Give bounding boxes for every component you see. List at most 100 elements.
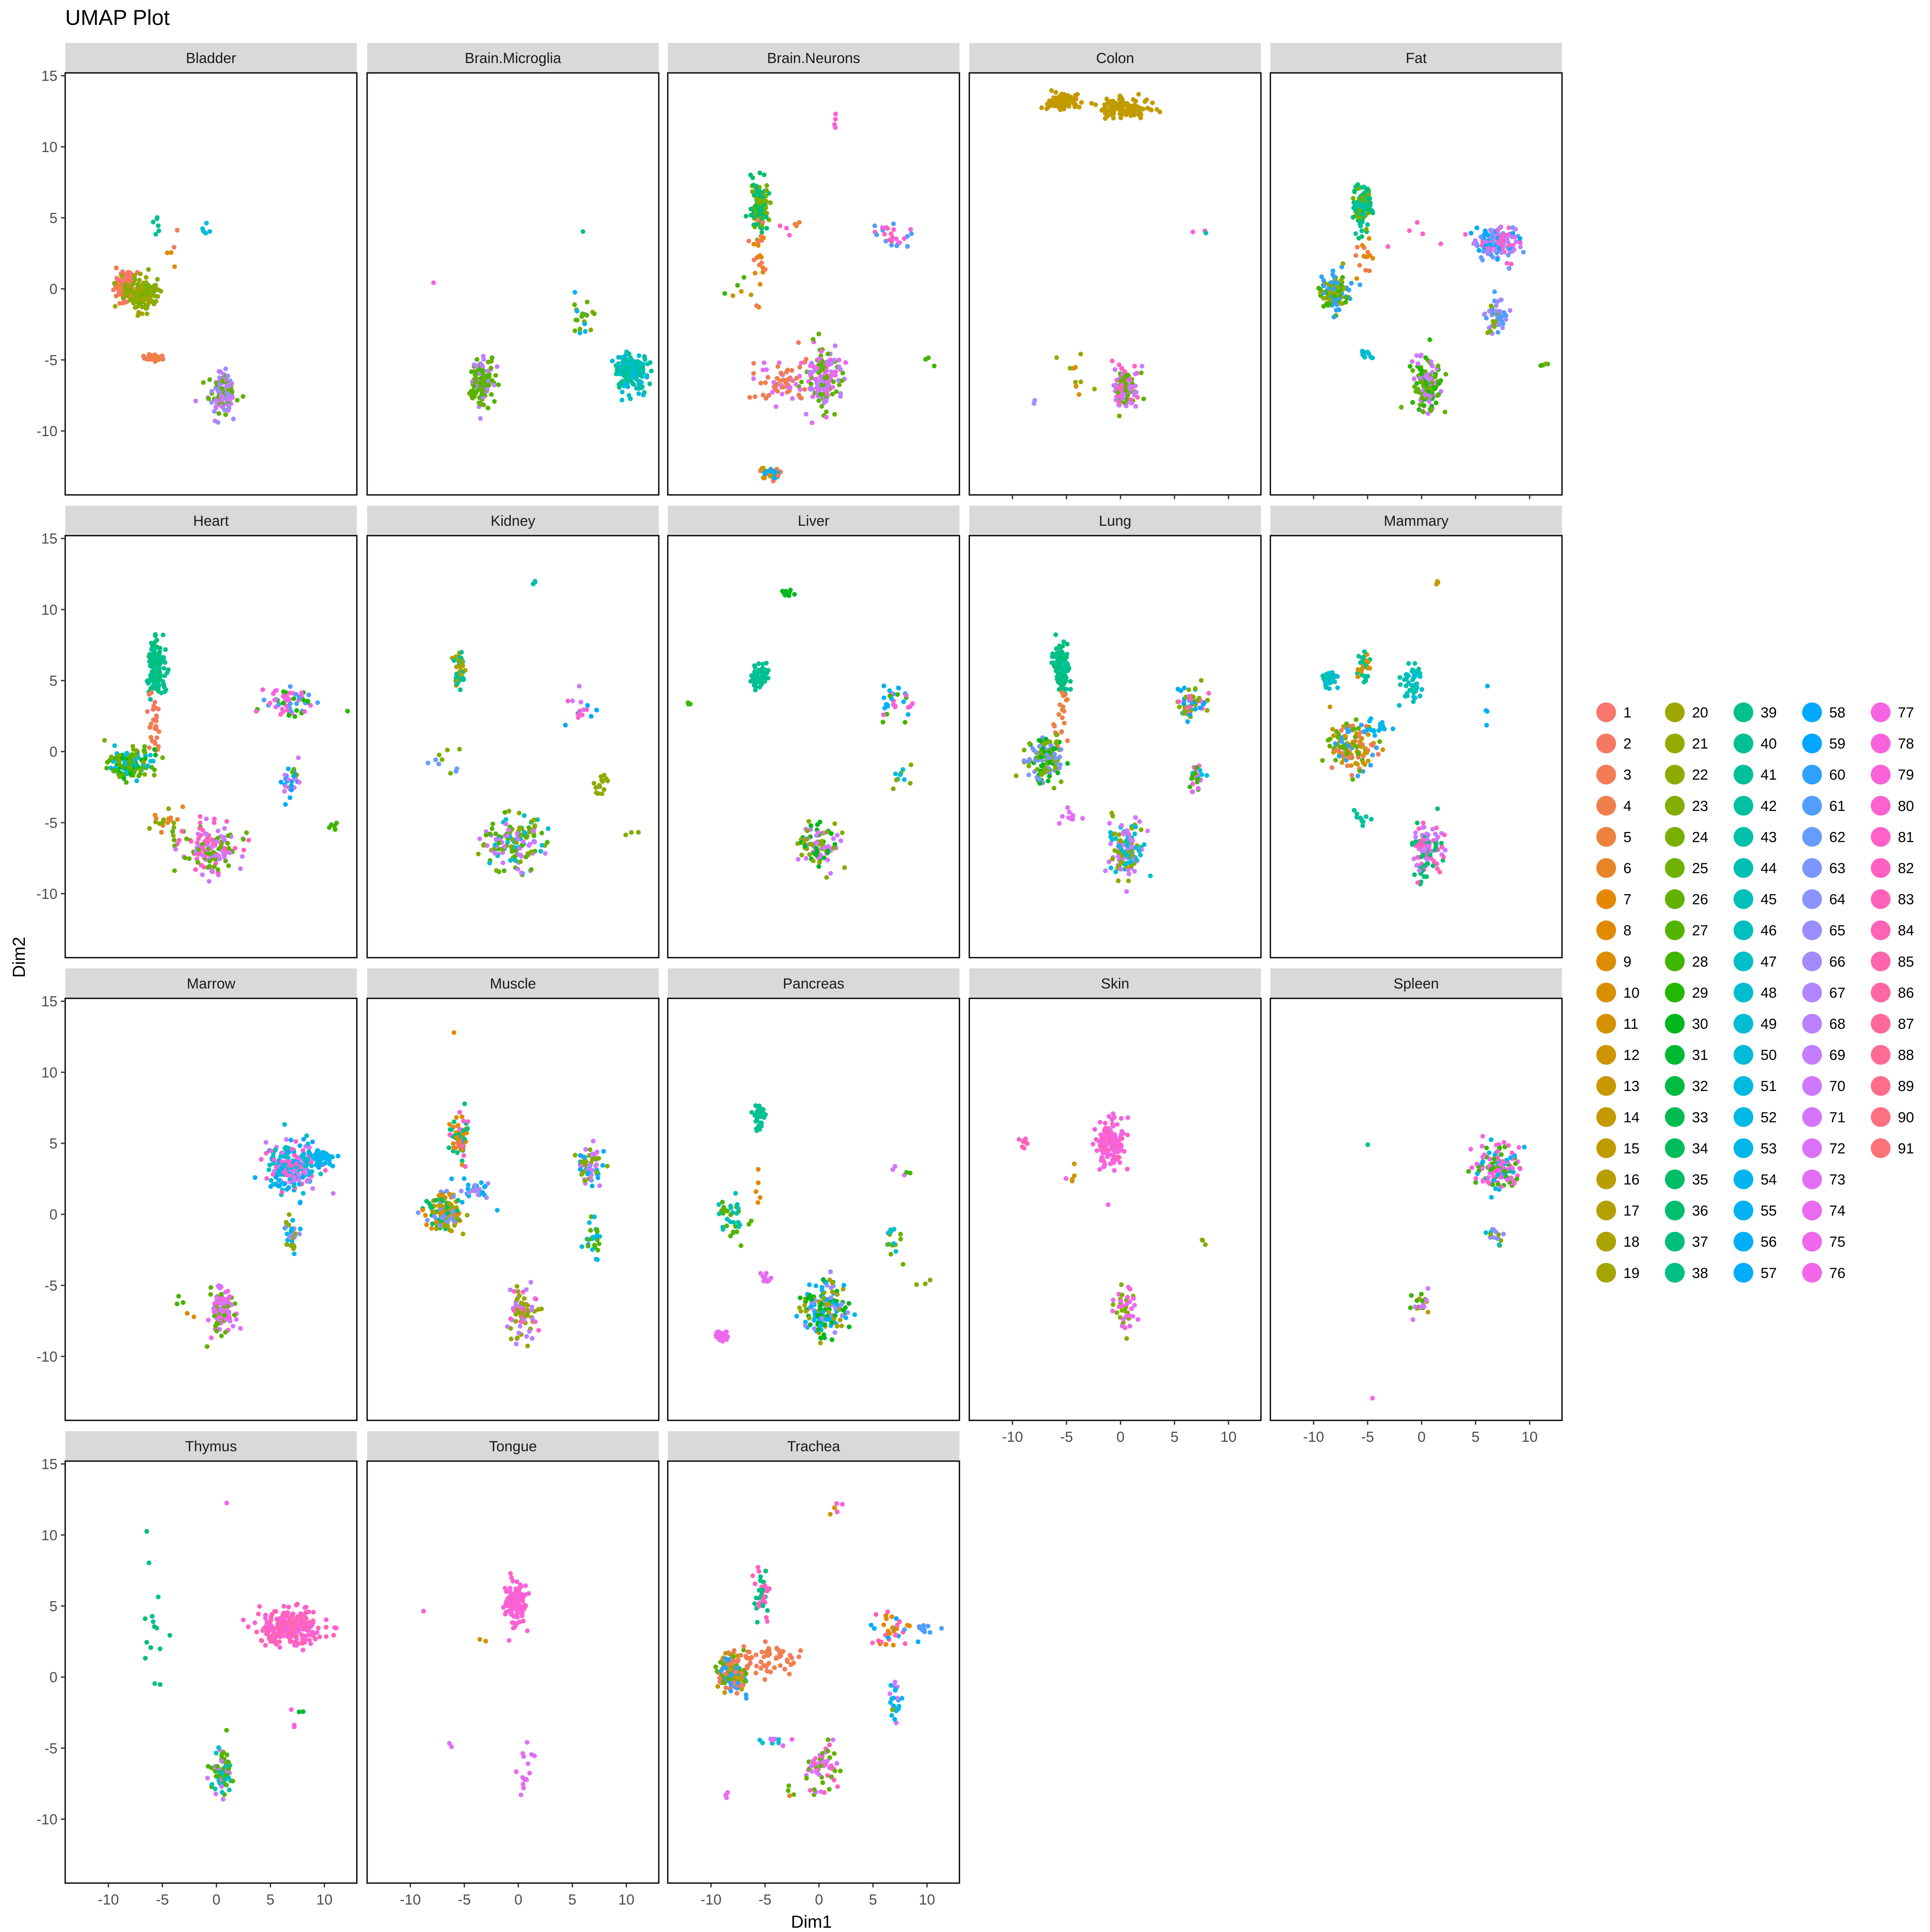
data-point	[1112, 105, 1116, 110]
data-point	[887, 238, 892, 242]
data-point	[532, 817, 537, 822]
data-point	[1022, 758, 1026, 763]
data-point	[832, 412, 837, 417]
data-point	[595, 1257, 600, 1262]
data-point	[1047, 774, 1052, 779]
data-point	[135, 289, 139, 293]
data-point	[136, 313, 140, 318]
data-point	[212, 864, 217, 869]
data-point	[833, 369, 838, 374]
data-point	[205, 843, 210, 847]
data-point	[1366, 732, 1371, 737]
data-point	[1129, 864, 1134, 869]
y-tick-label: -5	[45, 352, 57, 368]
data-point	[463, 1164, 467, 1169]
data-point	[1473, 238, 1478, 243]
data-point	[292, 1178, 297, 1183]
data-point	[202, 865, 206, 870]
data-point	[1485, 684, 1490, 688]
y-tick-label: 10	[41, 1064, 57, 1081]
data-point	[206, 396, 211, 401]
data-point	[831, 836, 836, 841]
data-point	[753, 665, 757, 670]
data-point	[881, 684, 886, 688]
data-point	[649, 369, 654, 374]
data-point	[1155, 107, 1159, 112]
data-point	[438, 1223, 443, 1228]
data-point	[311, 1154, 315, 1158]
data-point	[817, 332, 821, 336]
data-point	[425, 761, 430, 766]
data-point	[485, 387, 489, 392]
data-point	[636, 391, 641, 396]
data-point	[893, 772, 898, 776]
data-point	[1420, 395, 1424, 400]
data-point	[460, 1143, 465, 1148]
data-point	[226, 374, 230, 378]
data-point	[1398, 682, 1403, 687]
data-point	[636, 360, 641, 365]
data-point	[128, 755, 133, 760]
data-point	[1491, 255, 1496, 259]
data-point	[201, 380, 206, 385]
data-point	[762, 172, 766, 177]
data-point	[648, 382, 652, 386]
data-point	[113, 756, 118, 760]
data-point	[1323, 673, 1328, 678]
data-point	[301, 1191, 305, 1196]
data-point	[299, 690, 304, 695]
data-point	[479, 376, 484, 381]
data-point	[262, 698, 266, 702]
data-point	[1049, 88, 1054, 93]
data-point	[1360, 819, 1364, 824]
data-point	[792, 592, 797, 597]
panel-mammary: Mammary	[1270, 506, 1562, 958]
data-point	[196, 847, 201, 852]
data-point	[260, 687, 265, 692]
data-point	[1422, 825, 1426, 829]
data-point	[578, 1167, 583, 1172]
data-point	[286, 1185, 291, 1190]
data-point	[1427, 394, 1432, 398]
data-point	[1425, 376, 1429, 380]
data-point	[1411, 675, 1416, 680]
data-point	[217, 1284, 221, 1288]
data-point	[160, 353, 165, 358]
data-point	[902, 236, 907, 241]
data-point	[445, 1211, 450, 1216]
data-point	[1363, 678, 1368, 683]
data-point	[217, 369, 221, 374]
data-point	[1031, 401, 1036, 406]
data-point	[326, 1154, 331, 1158]
data-point	[788, 385, 793, 390]
data-point	[508, 858, 513, 863]
data-point	[141, 297, 145, 302]
data-point	[530, 1317, 535, 1321]
data-point	[592, 1243, 597, 1248]
data-point	[1372, 728, 1376, 733]
data-point	[810, 386, 815, 391]
data-point	[1126, 832, 1131, 837]
data-point	[507, 809, 511, 814]
data-point	[1386, 244, 1390, 249]
data-point	[1414, 353, 1419, 358]
data-point	[153, 632, 158, 637]
data-point	[797, 365, 802, 370]
data-point	[293, 1139, 298, 1144]
data-point	[762, 199, 766, 204]
data-point	[521, 839, 526, 844]
data-point	[645, 373, 649, 378]
data-point	[1103, 109, 1107, 114]
data-point	[1054, 646, 1058, 651]
data-point	[513, 1319, 518, 1324]
data-point	[605, 1164, 609, 1169]
data-point	[1062, 681, 1067, 686]
data-point	[1137, 819, 1142, 824]
data-point	[1330, 766, 1334, 770]
data-point	[213, 1313, 217, 1318]
data-point	[1504, 317, 1508, 322]
data-point	[1324, 685, 1329, 690]
data-point	[440, 1209, 445, 1214]
data-point	[1420, 232, 1425, 236]
